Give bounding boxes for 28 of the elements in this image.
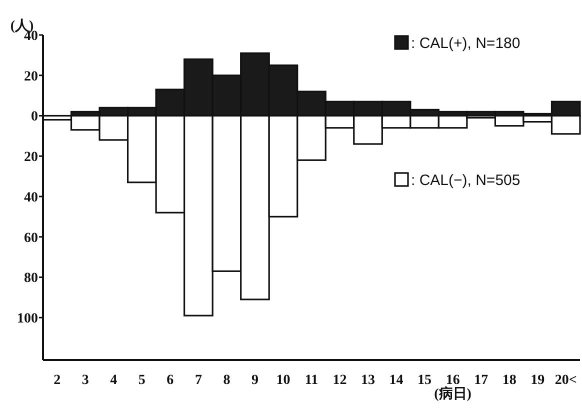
x-tick-label: 10 — [276, 373, 290, 388]
y-tick-label: 20 — [24, 150, 38, 166]
y-tick-label: 20 — [24, 69, 38, 84]
x-tick-label: 9 — [251, 373, 258, 388]
legend-label: : CAL(+), N=180 — [411, 35, 520, 52]
x-tick-label: 15 — [418, 373, 432, 388]
x-tick-label: 6 — [166, 373, 174, 388]
x-tick-label: 19 — [530, 373, 545, 388]
legend-label: : CAL(−), N=505 — [411, 172, 520, 189]
x-tick-label: 4 — [110, 373, 118, 388]
x-tick-label: 17 — [474, 373, 488, 388]
y-tick-label: 60 — [24, 230, 38, 246]
x-tick-label: 8 — [223, 373, 230, 388]
x-tick-label: 3 — [82, 373, 89, 388]
x-tick-label: 2 — [54, 373, 61, 388]
x-axis-title: (病日) — [434, 385, 472, 402]
y-tick-label: 40 — [24, 190, 38, 206]
x-tick-label: 13 — [361, 373, 376, 388]
x-tick-label: 18 — [502, 373, 516, 388]
y-tick-label: 80 — [24, 271, 38, 286]
x-tick-label: 14 — [389, 373, 404, 388]
x-tick-label: 5 — [138, 373, 146, 388]
x-tick-label: 11 — [304, 373, 318, 388]
x-tick-label: 7 — [194, 373, 202, 388]
y-tick-label: 0 — [31, 110, 38, 125]
x-tick-label: 20< — [554, 373, 577, 388]
x-tick-label: 12 — [332, 373, 347, 388]
y-tick-label: 100 — [17, 312, 38, 327]
